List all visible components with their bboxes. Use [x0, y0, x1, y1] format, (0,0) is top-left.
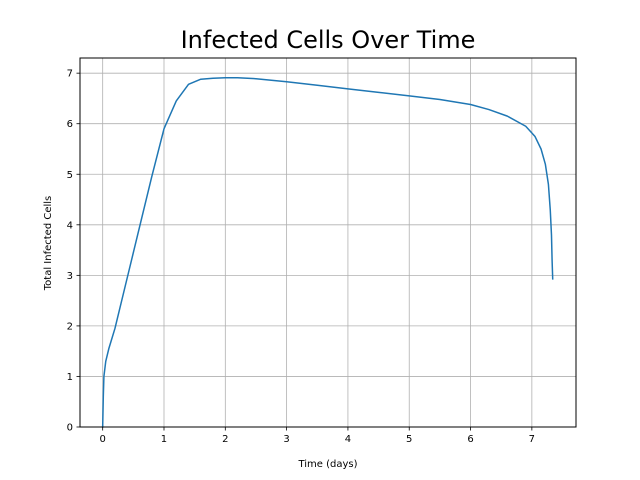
x-axis: 0 1 2 3 4 5 6 7	[99, 427, 535, 445]
x-tick-label: 0	[99, 434, 105, 445]
y-tick-label: 6	[67, 119, 73, 130]
chart-title: Infected Cells Over Time	[181, 26, 476, 54]
y-tick-label: 4	[67, 220, 73, 231]
y-tick-label: 3	[67, 271, 73, 282]
x-tick-label: 3	[283, 434, 289, 445]
x-axis-label: Time (days)	[297, 459, 357, 470]
x-tick-label: 5	[406, 434, 412, 445]
y-tick-label: 7	[67, 69, 73, 80]
y-tick-label: 2	[67, 321, 73, 332]
x-tick-label: 6	[467, 434, 473, 445]
x-tick-label: 1	[161, 434, 167, 445]
x-tick-label: 7	[529, 434, 535, 445]
y-tick-label: 1	[67, 372, 73, 383]
y-axis: 0 1 2 3 4 5 6 7	[67, 69, 80, 434]
series-line-0	[101, 76, 554, 428]
y-tick-label: 5	[67, 170, 73, 181]
x-tick-label: 2	[222, 434, 228, 445]
series-layer	[101, 76, 554, 428]
y-tick-label: 0	[67, 423, 73, 434]
y-axis-label: Total Infected Cells	[43, 196, 54, 292]
plot-frame	[79, 57, 577, 428]
grid	[80, 58, 576, 428]
x-tick-label: 4	[345, 434, 351, 445]
